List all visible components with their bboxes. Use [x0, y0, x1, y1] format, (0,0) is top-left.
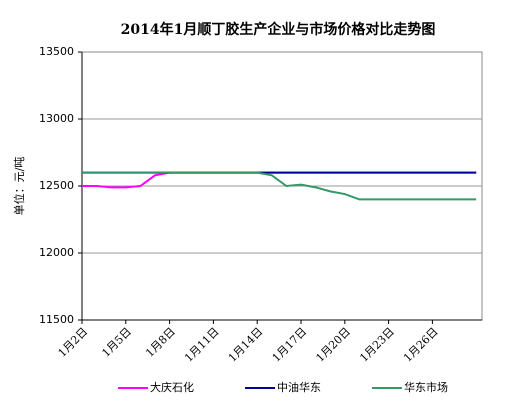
y-tick-label: 11500 — [39, 313, 74, 326]
legend-label: 华东市场 — [404, 380, 448, 394]
y-tick-label: 13000 — [39, 112, 74, 125]
chart-title: 2014年1月顺丁胶生产企业与市场价格对比走势图 — [121, 21, 436, 38]
y-tick-label: 12500 — [39, 179, 74, 192]
y-axis-label: 单位：元/吨 — [12, 157, 26, 216]
y-tick-label: 13500 — [39, 45, 74, 58]
y-tick-label: 12000 — [39, 246, 74, 259]
legend-label: 中油华东 — [277, 380, 321, 394]
series-line — [82, 171, 477, 201]
legend-label: 大庆石化 — [150, 380, 194, 394]
